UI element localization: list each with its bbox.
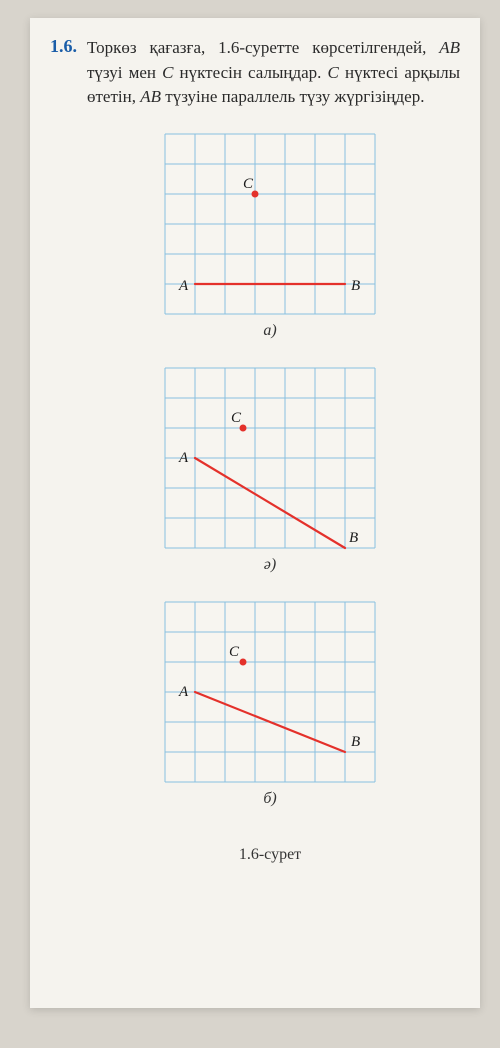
- figures-container: C A Ba) C A Bә) C A Bб) 1.6-сурет: [50, 132, 460, 864]
- label-c: C: [231, 410, 242, 426]
- point-c: [240, 658, 247, 665]
- label-a: A: [178, 684, 189, 700]
- figure-a: C A Ba): [163, 132, 377, 340]
- figure-label: a): [263, 322, 276, 340]
- figure-ae: C A Bә): [163, 366, 377, 574]
- grid-svg: C A B: [163, 366, 377, 550]
- figure-label: ә): [264, 556, 276, 574]
- label-b: B: [349, 530, 358, 546]
- textbook-page: 1.6. Торкөз қағазға, 1.6-суретте көрсеті…: [30, 18, 480, 1008]
- problem-block: 1.6. Торкөз қағазға, 1.6-суретте көрсеті…: [50, 36, 460, 110]
- figure-label: б): [263, 790, 276, 808]
- label-c: C: [243, 176, 254, 192]
- label-b: B: [351, 734, 360, 750]
- grid-svg: C A B: [163, 600, 377, 784]
- label-a: A: [178, 450, 189, 466]
- problem-text: Торкөз қағазға, 1.6-суретте көрсетілгенд…: [87, 36, 460, 110]
- figure-b: C A Bб): [163, 600, 377, 808]
- label-a: A: [178, 278, 189, 294]
- problem-number: 1.6.: [50, 36, 77, 110]
- label-b: B: [351, 278, 360, 294]
- grid-svg: C A B: [163, 132, 377, 316]
- figure-caption: 1.6-сурет: [239, 846, 301, 864]
- label-c: C: [229, 644, 240, 660]
